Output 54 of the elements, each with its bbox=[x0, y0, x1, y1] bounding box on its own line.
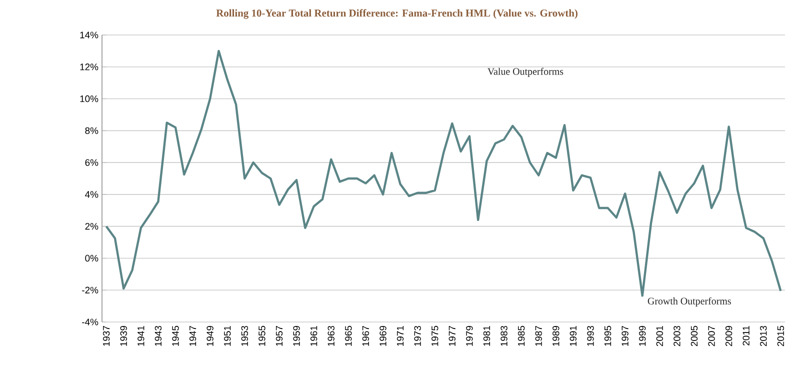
x-tick-label: 1999 bbox=[639, 326, 646, 346]
x-tick-label: 2015 bbox=[777, 326, 784, 346]
x-tick-label: 1997 bbox=[622, 326, 628, 346]
x-tick-label: 1951 bbox=[224, 326, 231, 346]
y-tick-label: 14% bbox=[80, 32, 98, 38]
x-tick-label: 1991 bbox=[570, 326, 577, 346]
x-tick-label: 1987 bbox=[535, 326, 542, 346]
x-tick-label: 2009 bbox=[725, 326, 732, 346]
x-tick-label: 1941 bbox=[138, 326, 144, 346]
x-tick-label: 1969 bbox=[380, 326, 386, 346]
x-tick-label: 2003 bbox=[674, 326, 680, 346]
x-tick-label: 1963 bbox=[328, 326, 334, 346]
x-tick-label: 1995 bbox=[604, 326, 612, 346]
x-tick-label: 1975 bbox=[432, 326, 438, 346]
y-tick-label: 4% bbox=[85, 191, 98, 198]
y-tick-label: 0% bbox=[85, 254, 98, 262]
y-tick-label: 10% bbox=[80, 95, 98, 102]
x-tick-label: 1955 bbox=[258, 326, 266, 346]
x-tick-label: 1977 bbox=[448, 326, 456, 346]
x-tick-label: 1961 bbox=[310, 326, 318, 346]
x-tick-label: 1953 bbox=[241, 326, 248, 346]
x-tick-label: 2007 bbox=[708, 326, 715, 346]
x-tick-label: 2005 bbox=[690, 326, 698, 346]
y-tick-label: 8% bbox=[85, 127, 98, 134]
x-tick-label: 1939 bbox=[120, 326, 127, 346]
x-tick-label: 1947 bbox=[189, 326, 196, 346]
x-tick-label: 1959 bbox=[293, 326, 300, 346]
x-tick-label: 1949 bbox=[206, 326, 214, 346]
x-tick-label: 1945 bbox=[172, 326, 179, 346]
x-tick-label: 1937 bbox=[102, 326, 110, 346]
x-tick-label: 1943 bbox=[154, 326, 162, 346]
x-tick-label: 1981 bbox=[483, 326, 490, 346]
x-tick-label: 1985 bbox=[518, 326, 525, 346]
x-tick-label: 1971 bbox=[396, 326, 404, 346]
line-series bbox=[105, 50, 782, 297]
x-tick-label: 1993 bbox=[587, 326, 594, 346]
x-tick-label: 2013 bbox=[760, 326, 767, 346]
y-tick-label: 12% bbox=[80, 64, 98, 70]
x-tick-label: 1967 bbox=[362, 326, 370, 346]
y-tick-label: -4% bbox=[82, 318, 98, 326]
y-tick-label: 6% bbox=[85, 159, 98, 166]
y-tick-label: 2% bbox=[85, 223, 98, 230]
x-tick-label: 1973 bbox=[414, 326, 421, 346]
x-tick-label: 1979 bbox=[466, 326, 473, 346]
x-tick-label: 2011 bbox=[742, 326, 750, 346]
x-tick-label: 2001 bbox=[656, 326, 663, 346]
x-tick-label: 1957 bbox=[276, 326, 283, 346]
x-tick-label: 1965 bbox=[345, 326, 352, 346]
x-tick-label: 1983 bbox=[500, 326, 508, 346]
y-tick-label: -2% bbox=[82, 286, 98, 294]
annotation: Growth Outperforms bbox=[648, 297, 731, 306]
chart-title: Rolling 10-Year Total Return Difference: Fama-French HML (Value vs. Growth) bbox=[216, 9, 578, 19]
annotation: Value Outperforms bbox=[488, 68, 564, 77]
x-tick-label: 1989 bbox=[552, 326, 560, 346]
